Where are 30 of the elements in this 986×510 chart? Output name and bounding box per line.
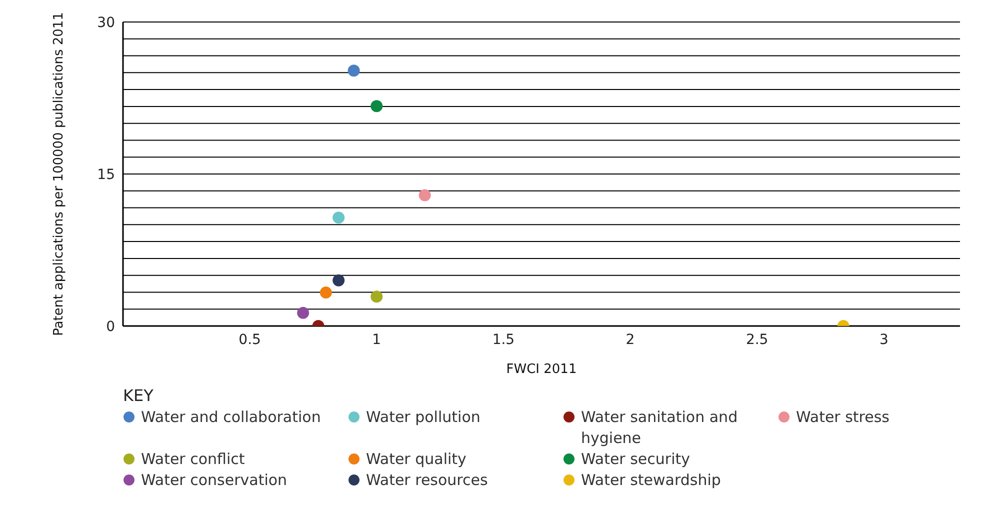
point: [320, 286, 332, 299]
point: [332, 274, 345, 286]
legend-label: Water quality: [366, 449, 466, 470]
y-axis-title: Patent applications per 100000 publications 2011: [52, 12, 67, 336]
x-tick-label: 2: [626, 332, 635, 348]
point: [348, 64, 360, 77]
legend-label: Water stress: [796, 407, 890, 428]
x-tick-label: 2.5: [746, 332, 768, 348]
legend-label: Water stewardship: [581, 470, 721, 491]
x-tick-label: 1: [372, 332, 382, 348]
y-tick-label: 15: [97, 166, 115, 183]
legend-label: Water conflict: [141, 449, 245, 470]
legend-label: Water resources: [366, 470, 488, 491]
point: [332, 212, 345, 224]
legend-label: Water and collaboration: [141, 407, 321, 428]
legend-label: Water security: [581, 449, 690, 470]
legend-title: KEY: [123, 386, 154, 405]
point: [297, 306, 310, 319]
x-tick-label: 1.5: [492, 332, 515, 348]
legend-label: Water sanitation and hygiene: [581, 407, 739, 449]
point: [370, 100, 383, 112]
point: [418, 189, 431, 202]
x-tick-label: 3: [879, 332, 888, 348]
x-tick-label: 0.5: [238, 332, 261, 348]
legend-label: Water conservation: [141, 470, 288, 491]
y-tick-label: 30: [97, 14, 115, 31]
y-tick-label: 0: [106, 318, 115, 335]
point: [370, 290, 383, 303]
legend-label: Water pollution: [366, 407, 480, 428]
x-axis-title: FWCI 2011: [506, 362, 577, 377]
